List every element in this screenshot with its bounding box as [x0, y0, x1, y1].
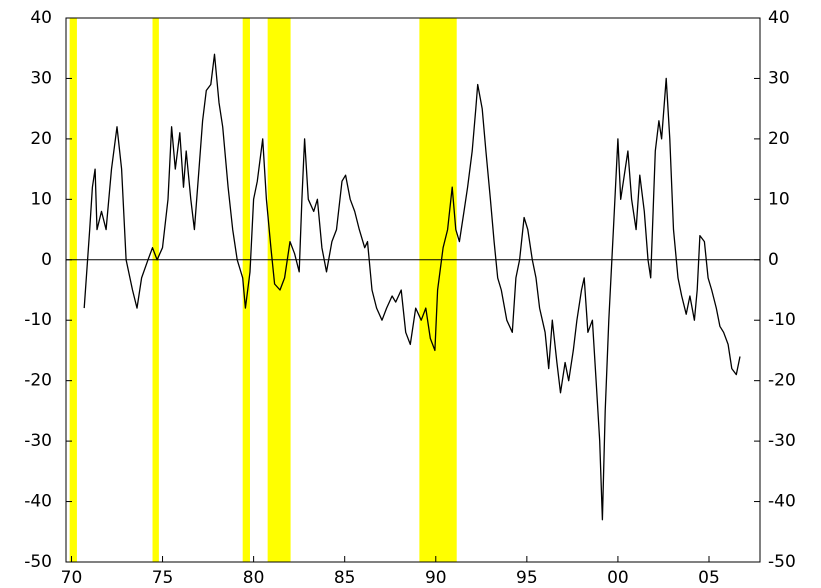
y2-tick-label: -20: [768, 371, 796, 391]
x-tick-label: 75: [152, 568, 174, 588]
x-tick-label: 05: [698, 568, 720, 588]
recession-band: [69, 18, 77, 562]
y-tick-label: -40: [24, 492, 52, 512]
x-tick-label: 90: [425, 568, 447, 588]
data-line: [83, 53, 741, 521]
y2-tick-label: 30: [768, 68, 790, 88]
x-tick-label: 95: [516, 568, 538, 588]
y-tick-label: 10: [30, 189, 52, 209]
x-tick-label: 85: [334, 568, 356, 588]
y2-tick-label: 0: [768, 250, 779, 270]
y-tick-label: -10: [24, 310, 52, 330]
x-tick-label: 70: [61, 568, 83, 588]
y-tick-label: -30: [24, 431, 52, 451]
recession-band: [267, 18, 291, 562]
x-tick-label: 00: [607, 568, 629, 588]
recession-band: [242, 18, 250, 562]
y-tick-label: 20: [30, 129, 52, 149]
y-tick-label: 30: [30, 68, 52, 88]
y-tick-label: -20: [24, 371, 52, 391]
plot-frame: [65, 17, 761, 563]
y2-tick-label: -50: [768, 552, 796, 572]
recession-band: [152, 18, 159, 562]
y2-tick-label: 20: [768, 129, 790, 149]
y-tick-label: 0: [41, 250, 52, 270]
y2-tick-label: -30: [768, 431, 796, 451]
x-tick-label: 80: [243, 568, 265, 588]
y-tick-label: 40: [30, 8, 52, 28]
y-tick-label: -50: [24, 552, 52, 572]
y2-tick-label: 10: [768, 189, 790, 209]
y2-tick-label: -10: [768, 310, 796, 330]
y2-tick-label: 40: [768, 8, 790, 28]
y2-tick-label: -40: [768, 492, 796, 512]
